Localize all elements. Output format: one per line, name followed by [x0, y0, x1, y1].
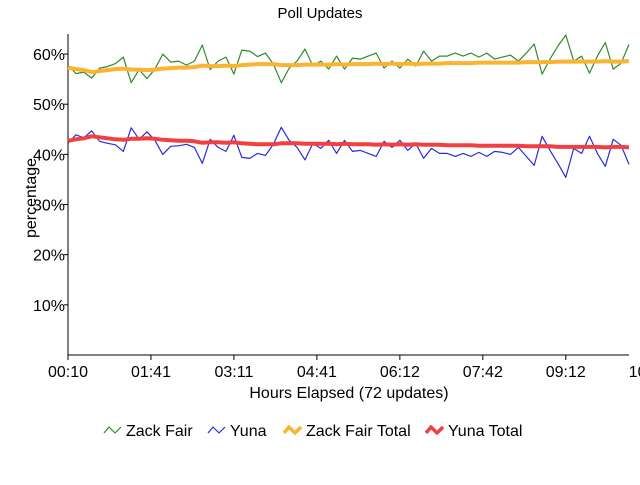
y-tick-label: 20%	[33, 248, 65, 265]
yuna-total-line	[67, 134, 630, 150]
x-tick-label: 04:41	[297, 364, 337, 381]
x-tick-label: 03:11	[214, 364, 253, 381]
chart-title: Poll Updates	[277, 5, 362, 22]
x-tick-label: 06:12	[380, 364, 420, 381]
x-tick-label: 09:12	[546, 364, 586, 381]
y-tick-label: 10%	[33, 298, 65, 315]
x-axis-label: Hours Elapsed (72 updates)	[249, 385, 448, 402]
legend-yuna-total-label: Yuna Total	[448, 423, 522, 440]
zack-fair-total-line	[67, 59, 630, 75]
y-tick-label: 30%	[33, 198, 65, 215]
legend-yuna-swatch	[207, 426, 226, 434]
y-tick-label: 60%	[33, 47, 65, 64]
legend-zack-fair-total-label: Zack Fair Total	[306, 423, 411, 440]
y-axis-label: percentage	[23, 158, 40, 238]
y-tick-label: 40%	[33, 147, 65, 164]
x-tick-label: 01:41	[131, 364, 171, 381]
legend-yuna-label: Yuna	[230, 423, 267, 440]
yuna-line	[67, 126, 630, 178]
x-tick-label: 07:42	[463, 364, 503, 381]
legend-zack-fair-label: Zack Fair	[126, 423, 193, 440]
legend-yuna-total-swatch	[424, 425, 445, 435]
legend-zack-fair-total-swatch	[282, 425, 303, 435]
x-tick-label: 00:10	[48, 364, 88, 381]
zack-fair-line	[67, 34, 630, 84]
legend-zack-fair-swatch	[103, 426, 122, 434]
x-tick-label: 10:43	[629, 364, 640, 381]
y-tick-label: 50%	[33, 97, 65, 114]
